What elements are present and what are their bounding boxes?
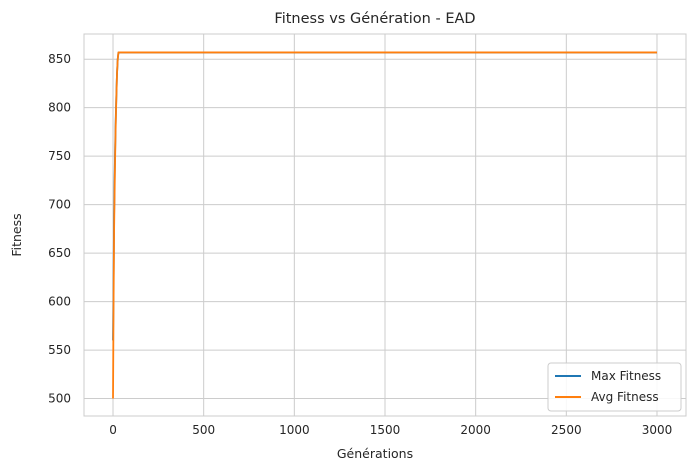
x-tick-label: 2500 [551, 423, 582, 437]
y-tick-label: 750 [48, 149, 71, 163]
legend-label-max-fitness: Max Fitness [591, 369, 661, 383]
y-tick-label: 650 [48, 246, 71, 260]
grid [84, 34, 686, 416]
y-tick-label: 800 [48, 101, 71, 115]
y-tick-label: 600 [48, 295, 71, 309]
x-tick-label: 0 [109, 423, 117, 437]
series-line-avg-fitness [112, 51, 657, 399]
x-tick-label: 2000 [460, 423, 491, 437]
x-tick-label: 3000 [642, 423, 673, 437]
x-tick-label: 500 [192, 423, 215, 437]
chart-title: Fitness vs Génération - EAD [274, 11, 475, 27]
y-tick-label: 500 [48, 392, 71, 406]
y-tick-label: 850 [48, 52, 71, 66]
x-axis-label: Générations [337, 446, 413, 461]
series-layer [112, 51, 657, 399]
y-tick-label: 700 [48, 198, 71, 212]
legend: Max Fitness Avg Fitness [547, 362, 682, 412]
y-axis-label: Fitness [9, 213, 24, 256]
x-tick-label: 1000 [279, 423, 310, 437]
y-tick-label: 550 [48, 343, 71, 357]
legend-box [547, 362, 682, 412]
x-tick-label: 1500 [370, 423, 401, 437]
tick-labels: 0 500 1000 1500 2000 2500 3000 500 550 600 650 700 7… [48, 52, 672, 437]
plot-frame [83, 33, 687, 417]
legend-label-avg-fitness: Avg Fitness [591, 390, 659, 404]
